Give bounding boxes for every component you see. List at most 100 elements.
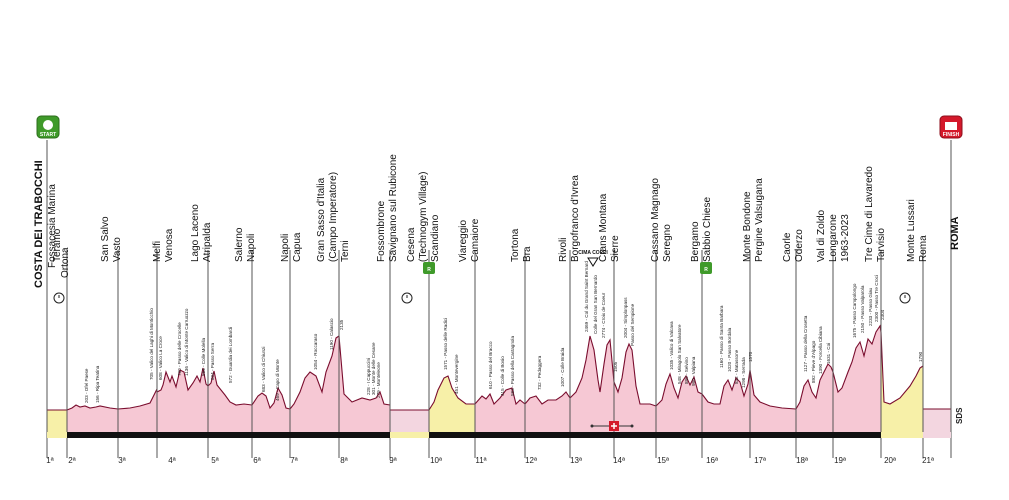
climb-label-40: 1127 - Passo della Crosetta (803, 315, 808, 372)
stage-17-finish-label: Pergine Valsugana (754, 178, 765, 262)
stage-20-profile-fill (881, 332, 923, 436)
climb-label-43: 1631 - Coi (826, 343, 831, 364)
climb-label-23: 732 - Pedaggera (537, 355, 542, 390)
climb-label-41: 892 - Pieve d'Alpago (811, 340, 816, 383)
climb-label-29: Passo del Sempione (630, 303, 635, 346)
stage-day-label-19: 19ª (834, 456, 846, 465)
stage-12-profile-line (524, 391, 571, 405)
stage-1-start-label: COSTA DEI TRABOCCHI (33, 160, 45, 288)
stage-3-profile-line (117, 388, 158, 410)
stage-7-start-label: Napoli (280, 234, 291, 262)
stage-day-label-16: 16ª (706, 456, 718, 465)
stage-day-label-9: 9ª (389, 456, 396, 465)
climb-label-15: 228 - I Cappuccini (366, 358, 371, 395)
stage-day-label-2: 2ª (68, 456, 75, 465)
stage-12-profile-fill (525, 392, 570, 436)
stage-day-label-21: 21ª (922, 456, 934, 465)
stage-8-start-sublabel: (Campo Imperatore) (328, 172, 339, 262)
climb-label-26: Colle del Gran San Bernardo (593, 275, 598, 334)
stage-5-profile-line (207, 370, 253, 406)
stage-day-label-7: 7ª (290, 456, 297, 465)
climb-label-14: 2135 (339, 319, 344, 330)
stage-3-profile-fill (118, 389, 157, 436)
stage-20-finish-label: Tarvisio (876, 228, 887, 262)
climb-label-22: 583 - Passo della Castagnola (510, 336, 515, 396)
climb-label-11: 469 - Capo di Monte (275, 359, 280, 401)
stage-20-start-label: Tre Cime di Lavaredo (864, 166, 875, 262)
climb-label-8: 894 - Passo Serra (210, 343, 215, 380)
climb-label-28: 2004 - Simplonpass (623, 297, 628, 338)
stage-18-profile-line (795, 363, 834, 410)
stage-day-label-12: 12ª (525, 456, 537, 465)
stage-21-start-label: Monte Lussari (906, 199, 917, 262)
stage-16-finish-label: Sabbio Chiese (702, 197, 713, 262)
stage-18-profile-fill (796, 364, 833, 436)
climb-label-13: 1190 - Calascio (329, 318, 334, 350)
climb-label-24: 1007 - Colle Braida (560, 347, 565, 387)
stage-6-finish-label: Napoli (246, 234, 257, 262)
finish-badge-label: FINISH (943, 132, 960, 138)
baseline-bar (47, 432, 951, 438)
climb-label-48: 2304 (880, 309, 885, 320)
climb-label-1: 203 - Ofel Paese (84, 368, 89, 403)
stage-14-profile-line (613, 342, 657, 407)
climb-label-30: 1505 (613, 361, 618, 372)
border-crossing-start-dot (590, 424, 594, 428)
stage-day-label-15: 15ª (657, 456, 669, 465)
rest-day-badge-1-box (423, 262, 435, 274)
climb-label-3: 705 - Valico del Laghi di Monticchio (149, 308, 154, 380)
stage-16-profile-fill (702, 370, 750, 436)
climb-label-6: 1136 - Valico di Monte Carruozzo (184, 308, 189, 376)
climb-label-44: 1675 - Passo Campolongo (852, 283, 857, 338)
finish-city-label: ROMA (949, 216, 961, 250)
stage-15-start-label: Cassano Magnago (650, 178, 661, 262)
stage-day-label-20: 20ª (884, 456, 896, 465)
stage-8-start-label: Gran Sasso d'Italia (316, 177, 327, 262)
stage-10-profile-fill (429, 376, 475, 436)
stage-8-profile-fill (339, 336, 390, 436)
stage-16-profile-line (701, 369, 751, 405)
stage-5-start-label: Lago Laceno (190, 204, 201, 262)
stage-14-profile-fill (614, 344, 656, 436)
stage-2-profile-fill (67, 405, 118, 436)
stage-1-profile-fill (47, 410, 67, 436)
finish-badge-icon (945, 122, 957, 130)
rest-day-badge-1-label: R (427, 267, 431, 273)
climb-label-19: 451 - Montevergine (454, 354, 459, 394)
stage-day-label-6: 6ª (253, 456, 260, 465)
climb-label-27: 2774 - Croix de Coeur (601, 292, 606, 338)
stage-11-profile-fill (475, 388, 525, 436)
stage-7-profile-fill (290, 336, 339, 436)
climb-label-9: 572 - Guardia dei Lombardi (228, 327, 233, 383)
stage-19-finish-sublabel: 1963-2023 (840, 214, 851, 262)
stage-15-profile-fill (656, 374, 702, 436)
stage-4-finish-label: Venosa (164, 228, 175, 262)
stage-10-start-sublabel: (Technogym Village) (418, 172, 429, 262)
stage-13-start-label: Rivoli (558, 238, 569, 262)
climb-label-39: 1570 (748, 351, 753, 362)
stage-day-label-8: 8ª (340, 456, 347, 465)
swiss-flag-cross (611, 423, 617, 429)
start-badge-label: START (40, 132, 56, 138)
stage-6-profile-line (251, 386, 291, 410)
stage-7-finish-label: Capua (292, 232, 303, 262)
stage-4-profile-fill (157, 368, 208, 436)
climb-label-12: 1054 - Roccaraso (313, 333, 318, 370)
rest-day-badge-2-box (700, 262, 712, 274)
climb-label-18: 1571 - Passo delle Radici (443, 318, 448, 370)
stage-7-profile-line (289, 335, 340, 410)
stage-day-label-4: 4ª (168, 456, 175, 465)
stage-1-finish-label: Ortona (60, 247, 71, 278)
rest-day-badge-2-label: R (704, 267, 708, 273)
stage-day-label-10: 10ª (430, 456, 442, 465)
climb-label-35: 1160 - Passo di Santa Barbara (719, 305, 724, 368)
stage-12-finish-label: Bra (522, 246, 533, 262)
stage-12-start-label: Tortona (510, 228, 521, 262)
stage-day-label-11: 11ª (475, 456, 486, 465)
climb-label-7: 564 - Colle Molella (201, 338, 206, 376)
climb-label-32: 548 - Miragolo San Salvatore (677, 324, 682, 384)
stage-20-profile-line (880, 331, 924, 405)
climb-label-33: 880 - Selvino (684, 357, 689, 384)
